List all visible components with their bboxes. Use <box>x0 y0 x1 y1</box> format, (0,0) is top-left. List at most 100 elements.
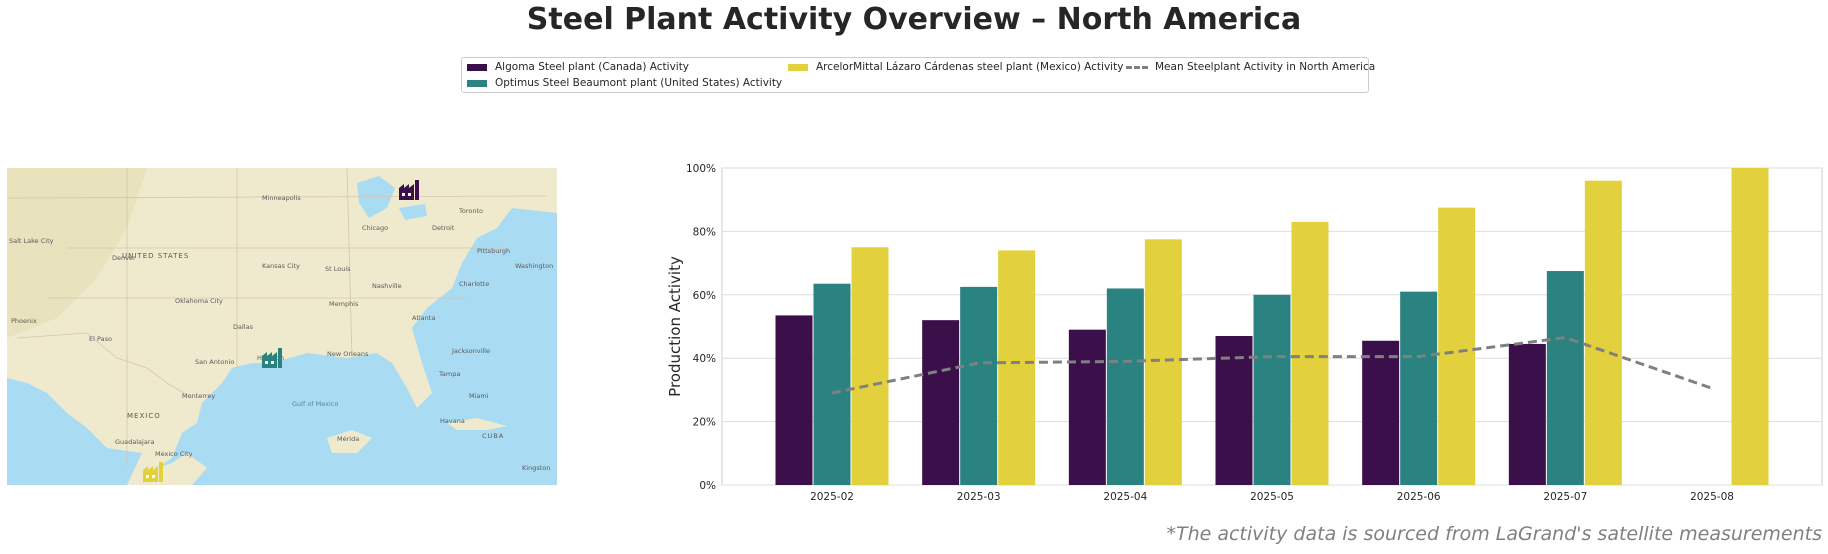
map-label-cuba: CUBA <box>482 432 504 440</box>
y-axis-label: Production Activity <box>666 256 684 397</box>
bar <box>851 247 889 485</box>
legend-label-algoma: Algoma Steel plant (Canada) Activity <box>495 61 690 73</box>
legend-swatch-optimus <box>467 79 487 87</box>
bar <box>998 250 1036 485</box>
map-label-st-louis: St Louis <box>325 265 351 273</box>
factory-icon <box>399 180 419 200</box>
x-tick-label: 2025-04 <box>1103 491 1147 503</box>
map-label-chicago: Chicago <box>362 224 388 232</box>
legend-label-mean: Mean Steelplant Activity in North Americ… <box>1155 61 1376 73</box>
map-label-monterrey: Monterrey <box>182 392 215 400</box>
bar <box>1291 221 1329 485</box>
legend-label-arcelormittal: ArcelorMittal Lázaro Cárdenas steel plan… <box>816 61 1124 73</box>
north-america-map: UNITED STATES MEXICO Chicago Detroit Tor… <box>7 168 557 485</box>
map-label-washington: Washington <box>515 262 553 270</box>
map-label-mexico-city: Mexico City <box>155 450 193 458</box>
legend-item-optimus: Optimus Steel Beaumont plant (United Sta… <box>467 77 782 89</box>
map-label-san-antonio: San Antonio <box>195 358 234 366</box>
bar <box>1546 271 1584 485</box>
map-label-mexico: MEXICO <box>127 412 161 420</box>
map-cuba <box>447 418 507 430</box>
y-tick-label: 20% <box>693 417 716 429</box>
legend-item-algoma: Algoma Steel plant (Canada) Activity <box>467 61 689 73</box>
map-label-nashville: Nashville <box>372 282 402 290</box>
map-landmass <box>7 168 557 468</box>
map-label-salt-lake: Salt Lake City <box>9 237 54 245</box>
y-tick-label: 0% <box>699 480 716 492</box>
map-city-labels: UNITED STATES MEXICO Chicago Detroit Tor… <box>9 194 553 472</box>
bar <box>1362 340 1400 485</box>
bar <box>1400 291 1438 485</box>
chart-bars <box>775 168 1769 485</box>
map-label-jacksonville: Jacksonville <box>451 347 490 355</box>
legend-swatch-algoma <box>467 63 487 71</box>
legend-swatch-arcelormittal <box>788 63 808 71</box>
map-label-memphis: Memphis <box>329 300 359 308</box>
map-label-denver: Denver <box>112 254 136 262</box>
y-tick-label: 40% <box>693 353 716 365</box>
map-label-atlanta: Atlanta <box>412 314 435 322</box>
map-yucatan <box>327 430 372 453</box>
y-tick-label: 60% <box>693 290 716 302</box>
bar <box>813 283 851 485</box>
bar <box>1144 239 1182 485</box>
map-label-new-orleans: New Orleans <box>327 350 369 358</box>
data-source-footnote: *The activity data is sourced from LaGra… <box>1166 523 1822 545</box>
map-label-kingston: Kingston <box>522 464 550 472</box>
map-label-tampa: Tampa <box>438 370 460 378</box>
y-tick-label: 80% <box>693 226 716 238</box>
legend-label-optimus: Optimus Steel Beaumont plant (United Sta… <box>495 77 783 89</box>
y-tick-label: 100% <box>686 163 716 175</box>
x-tick-label: 2025-03 <box>957 491 1001 503</box>
bar <box>1508 343 1546 485</box>
legend-item-arcelormittal: ArcelorMittal Lázaro Cárdenas steel plan… <box>788 61 1123 73</box>
bar <box>1106 288 1144 485</box>
map-label-phoenix: Phoenix <box>11 317 37 325</box>
chart-mean-line-group <box>831 336 1713 395</box>
x-tick-label: 2025-05 <box>1250 491 1294 503</box>
map-label-detroit: Detroit <box>432 224 455 232</box>
map-label-merida: Mérida <box>337 435 359 443</box>
legend-swatch-mean <box>1126 65 1148 69</box>
mean-activity-line <box>831 336 1713 395</box>
bar <box>1438 207 1476 485</box>
bar <box>775 315 813 485</box>
bar <box>1584 180 1622 485</box>
chart-axes: 0% 20% 40% 60% 80% 100% 2025-02 2025-03 2025-04 2… <box>686 163 1734 503</box>
x-tick-label: 2025-02 <box>810 491 854 503</box>
bar <box>1253 294 1291 485</box>
map-label-us: UNITED STATES <box>122 252 189 260</box>
chart-grid <box>721 167 1823 486</box>
plot-frame <box>721 167 1823 486</box>
factory-icon <box>143 462 163 482</box>
legend-item-mean: Mean Steelplant Activity in North Americ… <box>1126 61 1375 73</box>
map-label-miami: Miami <box>469 392 489 400</box>
page-title: Steel Plant Activity Overview – North Am… <box>526 2 1302 37</box>
map-lake-erie <box>399 204 427 220</box>
map-svg: UNITED STATES MEXICO Chicago Detroit Tor… <box>7 168 557 485</box>
map-label-gulf: Gulf of Mexico <box>292 400 338 408</box>
x-tick-label: 2025-08 <box>1690 491 1734 503</box>
map-label-kansas-city: Kansas City <box>262 262 300 270</box>
x-tick-label: 2025-07 <box>1543 491 1587 503</box>
map-label-charlotte: Charlotte <box>459 280 489 288</box>
map-label-guadalajara: Guadalajara <box>115 438 154 446</box>
map-markers <box>143 180 419 482</box>
x-tick-label: 2025-06 <box>1397 491 1441 503</box>
bar <box>1731 168 1769 485</box>
map-borders <box>7 168 548 468</box>
bar <box>922 320 960 485</box>
map-label-dallas: Dallas <box>233 323 254 331</box>
map-label-oklahoma: Oklahoma City <box>175 297 223 305</box>
map-label-havana: Havana <box>440 417 465 425</box>
bar <box>1068 329 1106 485</box>
factory-icon <box>262 348 282 368</box>
map-label-toronto: Toronto <box>458 207 483 215</box>
bar <box>1215 336 1253 485</box>
map-label-el-paso: El Paso <box>89 335 112 343</box>
chart-legend: Algoma Steel plant (Canada) Activity Opt… <box>461 57 1375 93</box>
bar <box>960 286 998 485</box>
map-label-minneapolis: Minneapolis <box>262 194 301 202</box>
map-label-pittsburgh: Pittsburgh <box>477 247 510 255</box>
map-terrain-west <box>7 168 147 338</box>
